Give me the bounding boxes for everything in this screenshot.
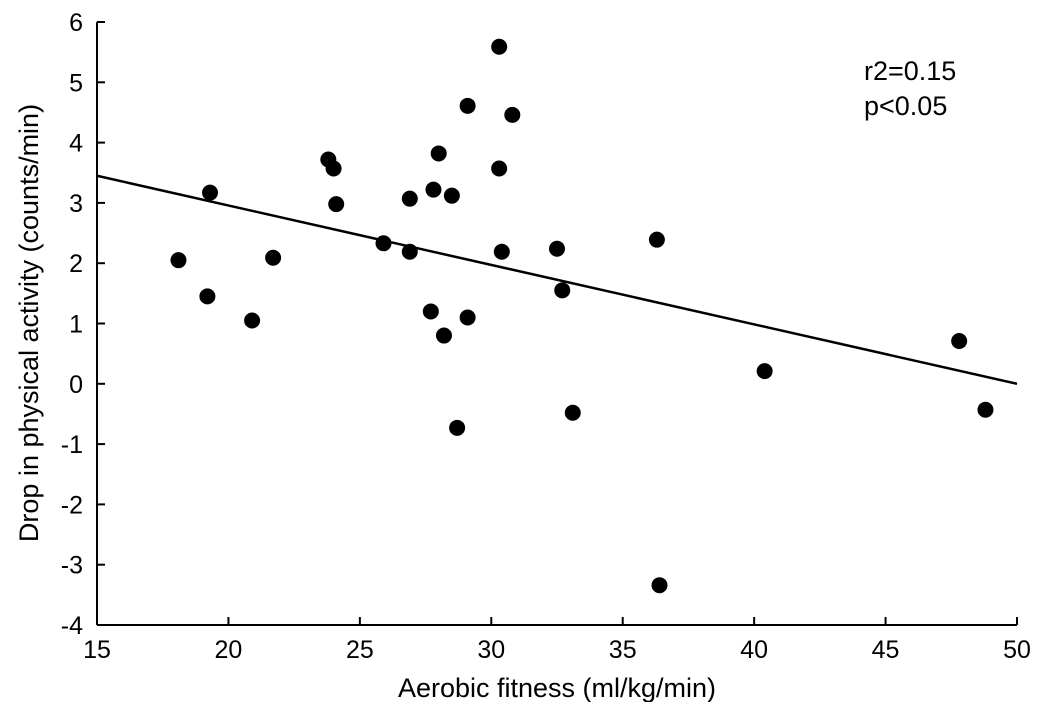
- y-tick-label: 0: [69, 371, 83, 399]
- data-point: [449, 419, 466, 436]
- x-tick-label: 50: [1003, 636, 1031, 664]
- data-point: [651, 577, 668, 594]
- data-point: [491, 160, 508, 177]
- data-point: [401, 190, 418, 207]
- y-tick-label: 3: [69, 190, 83, 218]
- x-tick-label: 40: [740, 636, 768, 664]
- regression-line: [96, 174, 1018, 386]
- y-axis-title: Drop in physical activity (counts/min): [14, 104, 44, 542]
- y-tick-label: -4: [61, 612, 83, 640]
- data-point: [491, 38, 508, 55]
- data-point: [443, 187, 460, 204]
- y-tick-label: -2: [61, 491, 83, 519]
- x-tick-label: 35: [609, 636, 637, 664]
- x-tick-label: 30: [477, 636, 505, 664]
- data-point: [265, 249, 282, 266]
- y-ticks: -4 -3 -2 -1 0 1 2 3 4 5 6: [61, 9, 105, 640]
- y-tick-label: 5: [69, 69, 83, 97]
- data-point: [504, 106, 521, 123]
- y-tick-label: 4: [69, 130, 83, 158]
- data-point: [554, 282, 571, 299]
- y-tick-label: 1: [69, 311, 83, 339]
- x-tick-label: 45: [872, 636, 900, 664]
- r-squared-annotation: r2=0.15: [864, 56, 956, 86]
- data-point: [328, 196, 345, 213]
- data-point: [425, 181, 442, 198]
- data-point: [756, 363, 773, 380]
- data-point: [375, 235, 392, 252]
- data-point: [564, 404, 581, 421]
- data-point: [170, 252, 187, 269]
- p-value-annotation: p<0.05: [864, 91, 947, 121]
- x-tick-label: 15: [83, 636, 111, 664]
- y-tick-label: 2: [69, 250, 83, 278]
- data-point: [459, 97, 476, 114]
- data-point: [648, 231, 665, 248]
- data-point: [435, 327, 452, 344]
- y-tick-label: 6: [69, 9, 83, 37]
- data-point: [401, 243, 418, 260]
- data-points: [170, 38, 994, 594]
- x-tick-label: 25: [346, 636, 374, 664]
- data-point: [325, 160, 342, 177]
- data-point: [977, 401, 994, 418]
- x-axis-title: Aerobic fitness (ml/kg/min): [398, 673, 716, 702]
- x-ticks: 15 20 25 30 35 40 45 50: [83, 617, 1031, 664]
- y-tick-label: -1: [61, 431, 83, 459]
- data-point: [430, 145, 447, 162]
- data-point: [493, 243, 510, 260]
- data-point: [244, 312, 261, 329]
- data-point: [459, 309, 476, 326]
- x-tick-label: 20: [215, 636, 243, 664]
- y-tick-label: -3: [61, 552, 83, 580]
- data-point: [422, 303, 439, 320]
- data-point: [951, 332, 968, 349]
- data-point: [549, 240, 565, 257]
- data-point: [199, 288, 216, 305]
- data-point: [202, 184, 219, 201]
